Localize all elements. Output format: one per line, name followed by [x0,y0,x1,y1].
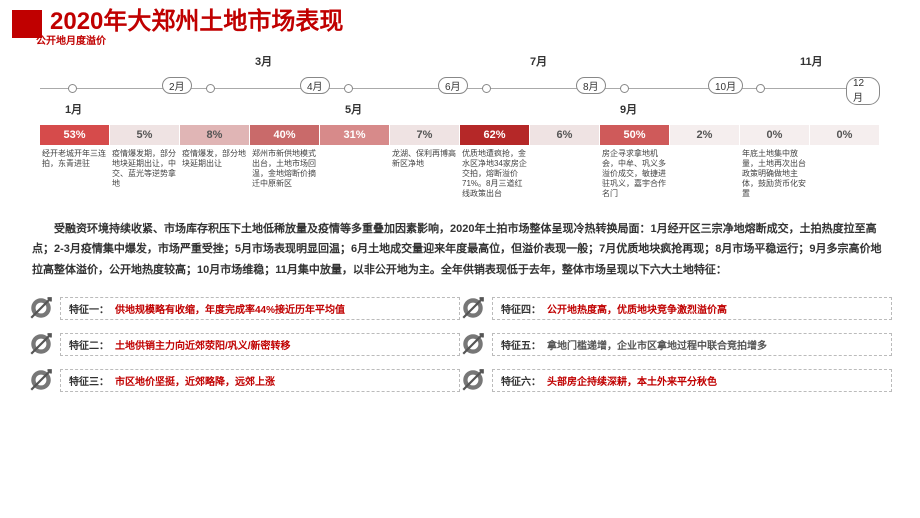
feature-item: 特征四： 公开地热度高，优质地块竞争激烈溢价高 [460,295,892,321]
feature-label: 特征四： [501,301,541,316]
feature-box: 特征四： 公开地热度高，优质地块竞争激烈溢价高 [492,297,892,320]
satellite-icon [460,367,486,393]
feature-text: 拿地门槛递增，企业市区拿地过程中联合竞拍增多 [547,337,767,352]
feature-box: 特征三： 市区地价坚挺，近郊略降，远郊上涨 [60,369,460,392]
month-desc: 疫情爆发期，部分地块延期出让，中交、蓝光等逆势拿地 [110,149,180,199]
feature-column-left: 特征一： 供地规模略有收缩，年度完成率44%接近历年平均值特征二： 土地供销主力向近… [28,295,460,403]
timeline-bottom-month: 5月 [345,101,362,117]
timeline-dot [482,84,491,93]
month-desc [810,149,880,199]
month-desc: 优质地遭疯抢，金水区净地34家房企交拍，熔断溢价71%。8月三道红线政策出台 [460,149,530,199]
satellite-icon [28,331,54,357]
premium-cell: 6% [530,125,600,145]
month-desc: 郑州市新供地模式出台，土地市场回温，金地熔断价摘迁中原新区 [250,149,320,199]
timeline-dot [344,84,353,93]
timeline-top-labels: 3月 7月 11月 [40,53,880,79]
features: 特征一： 供地规模略有收缩，年度完成率44%接近历年平均值特征二： 土地供销主力向近… [28,295,892,403]
month-desc: 房企寻求拿地机会，中牟、巩义多溢价成交，敏捷进驻巩义，嘉宇合作名门 [600,149,670,199]
month-descriptions: 经开老城开年三连拍，东青进驻疫情爆发期，部分地块延期出让，中交、蓝光等逆势拿地疫… [40,149,880,199]
premium-cell: 0% [740,125,810,145]
premium-cell: 40% [250,125,320,145]
timeline-bottom-month: 1月 [65,101,82,117]
timeline-bottom-month: 9月 [620,101,637,117]
month-desc: 年底土地集中放量，土地再次出台政策明确做地主体，鼓励货币化安置 [740,149,810,199]
timeline-dot [620,84,629,93]
month-desc [530,149,600,199]
month-desc [320,149,390,199]
timeline-bottom-labels: 1月 5月 9月 [40,101,880,121]
timeline-dot [756,84,765,93]
premium-cell: 2% [670,125,740,145]
feature-text: 供地规模略有收缩，年度完成率44%接近历年平均值 [115,301,345,316]
premium-cell: 0% [810,125,880,145]
month-desc: 疫情爆发，部分地块延期出让 [180,149,250,199]
feature-item: 特征五： 拿地门槛递增，企业市区拿地过程中联合竞拍增多 [460,331,892,357]
premium-cell: 50% [600,125,670,145]
feature-box: 特征六： 头部房企持续深耕，本土外来平分秋色 [492,369,892,392]
header: 2020年大郑州土地市场表现 公开地月度溢价 [0,0,920,47]
satellite-icon [460,295,486,321]
feature-box: 特征二： 土地供销主力向近郊荥阳/巩义/新密转移 [60,333,460,356]
timeline-top-month: 11月 [800,53,823,69]
satellite-icon [460,331,486,357]
premium-cell: 5% [110,125,180,145]
premium-cell: 31% [320,125,390,145]
feature-box: 特征一： 供地规模略有收缩，年度完成率44%接近历年平均值 [60,297,460,320]
feature-label: 特征五： [501,337,541,352]
premium-cell: 53% [40,125,110,145]
timeline-circled-month: 6月 [438,77,468,94]
timeline-top-month: 3月 [255,53,272,69]
timeline-dot [206,84,215,93]
feature-label: 特征三： [69,373,109,388]
feature-text: 土地供销主力向近郊荥阳/巩义/新密转移 [115,337,291,352]
feature-item: 特征六： 头部房企持续深耕，本土外来平分秋色 [460,367,892,393]
month-desc [670,149,740,199]
timeline-circled-month: 10月 [708,77,743,94]
timeline-circled-month: 4月 [300,77,330,94]
summary-paragraph: 受融资环境持续收紧、市场库存积压下土地低稀放量及疫情等多重叠加因素影响，2020… [32,219,888,282]
feature-text: 市区地价坚挺，近郊略降，远郊上涨 [115,373,275,388]
feature-label: 特征六： [501,373,541,388]
premium-cells: 53%5%8%40%31%7%62%6%50%2%0%0% [40,125,880,145]
feature-box: 特征五： 拿地门槛递增，企业市区拿地过程中联合竞拍增多 [492,333,892,356]
feature-label: 特征二： [69,337,109,352]
feature-label: 特征一： [69,301,109,316]
timeline: 3月7月11月 2月4月6月8月10月12月 1月5月9月 53%5%8%40%… [40,53,880,199]
feature-item: 特征二： 土地供销主力向近郊荥阳/巩义/新密转移 [28,331,460,357]
feature-text: 头部房企持续深耕，本土外来平分秋色 [547,373,717,388]
title-accent-bar [12,10,42,38]
feature-item: 特征三： 市区地价坚挺，近郊略降，远郊上涨 [28,367,460,393]
feature-item: 特征一： 供地规模略有收缩，年度完成率44%接近历年平均值 [28,295,460,321]
timeline-dot [68,84,77,93]
premium-cell: 7% [390,125,460,145]
timeline-axis: 2月4月6月8月10月12月 [40,79,880,99]
premium-cell: 62% [460,125,530,145]
timeline-circled-month: 2月 [162,77,192,94]
month-desc: 经开老城开年三连拍，东青进驻 [40,149,110,199]
premium-cell: 8% [180,125,250,145]
month-desc: 龙湖、保利再博高新区净地 [390,149,460,199]
feature-column-right: 特征四： 公开地热度高，优质地块竞争激烈溢价高特征五： 拿地门槛递增，企业市区拿地过… [460,295,892,403]
satellite-icon [28,295,54,321]
timeline-top-month: 7月 [530,53,547,69]
satellite-icon [28,367,54,393]
feature-text: 公开地热度高，优质地块竞争激烈溢价高 [547,301,727,316]
timeline-circled-month: 8月 [576,77,606,94]
